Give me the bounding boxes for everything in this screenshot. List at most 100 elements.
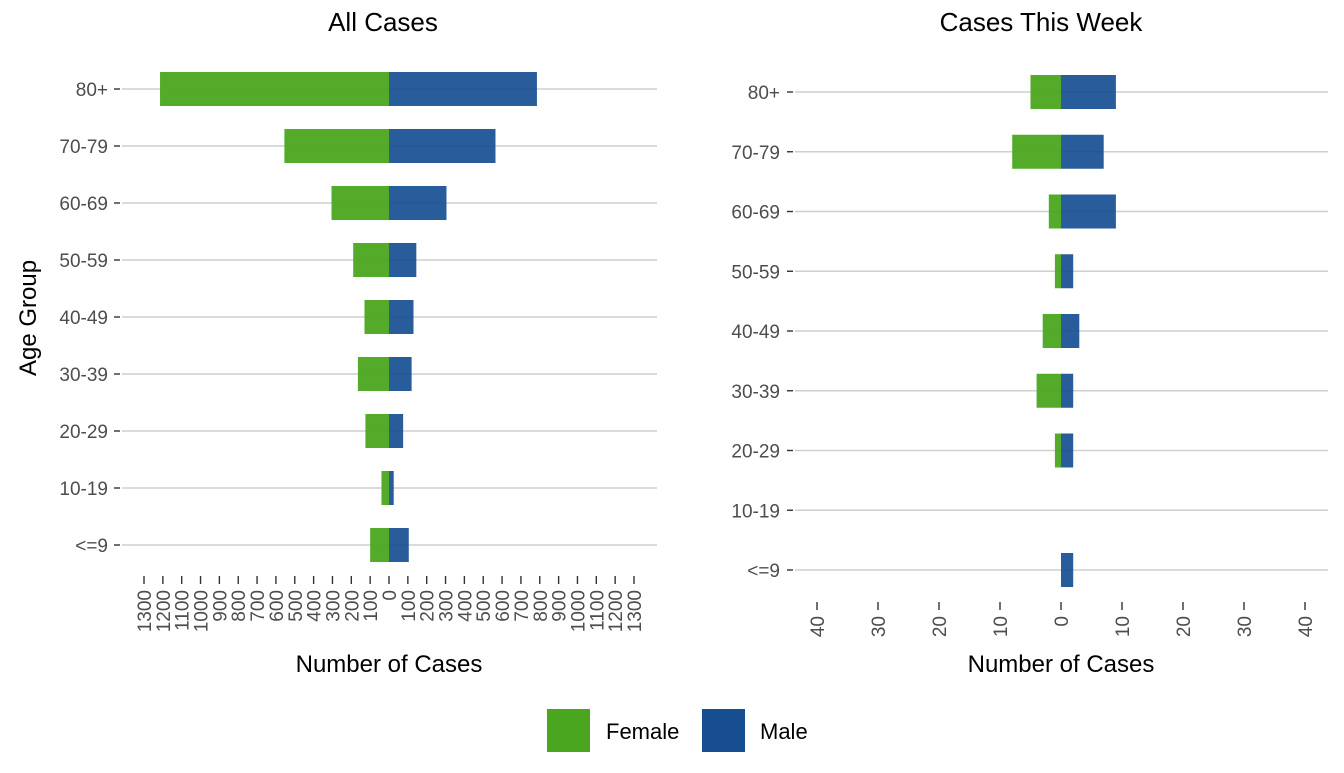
- bar-male: [1061, 433, 1074, 468]
- x-tick-label: 1000: [568, 590, 589, 632]
- x-tick-label: 1200: [154, 590, 175, 632]
- x-tick-label: 600: [267, 590, 288, 622]
- chart-title: Cases This Week: [940, 7, 1144, 37]
- x-tick-label: 600: [493, 590, 514, 622]
- bar-female: [370, 528, 389, 562]
- bar-female: [1012, 134, 1061, 169]
- y-tick-label: 70-79: [731, 143, 780, 164]
- bar-female: [364, 300, 389, 334]
- x-tick-label: 800: [229, 590, 250, 622]
- x-axis-title: Number of Cases: [296, 651, 483, 678]
- y-tick-label: <=9: [75, 536, 108, 557]
- bar-female: [353, 243, 389, 277]
- y-tick-label: 60-69: [59, 194, 108, 215]
- legend-label-male: Male: [760, 719, 808, 744]
- x-tick-label: 10: [991, 616, 1012, 637]
- legend-key-female: [547, 709, 590, 752]
- y-tick-label: 80+: [748, 83, 780, 104]
- x-tick-label: 500: [286, 590, 307, 622]
- bar-female: [1042, 314, 1061, 348]
- bar-male: [389, 414, 404, 448]
- y-axis-title: Age Group: [15, 260, 42, 376]
- bar-female: [1030, 75, 1061, 109]
- y-tick-label: 30-39: [59, 365, 108, 386]
- y-tick-label: 60-69: [731, 203, 780, 224]
- bar-male: [1061, 194, 1116, 229]
- y-tick-label: 10-19: [59, 479, 108, 500]
- x-tick-label: 1100: [587, 590, 608, 631]
- x-tick-label: 100: [399, 590, 420, 622]
- bar-male: [1061, 75, 1116, 109]
- y-tick-label: 70-79: [59, 137, 108, 158]
- bar-male: [389, 357, 412, 391]
- x-tick-label: 0: [1052, 616, 1073, 627]
- y-tick-label: 40-49: [59, 308, 108, 329]
- legend-label-female: Female: [606, 719, 679, 744]
- x-axis-title: Number of Cases: [968, 651, 1155, 678]
- x-tick-label: 20: [930, 616, 951, 637]
- bar-female: [1048, 194, 1061, 229]
- x-tick-label: 400: [455, 590, 476, 622]
- bar-male: [389, 186, 447, 220]
- chart-title: All Cases: [328, 7, 438, 37]
- bar-female: [357, 357, 389, 391]
- bar-male: [389, 528, 409, 562]
- x-tick-label: 10: [1113, 616, 1134, 637]
- x-tick-label: 0: [380, 590, 401, 601]
- x-tick-label: 300: [437, 590, 458, 622]
- x-tick-label: 400: [305, 590, 326, 622]
- x-tick-label: 500: [474, 590, 495, 622]
- x-tick-label: 1100: [173, 590, 194, 631]
- x-tick-label: 40: [808, 616, 829, 637]
- y-tick-label: 40-49: [731, 322, 780, 343]
- bar-male: [1061, 373, 1074, 408]
- bar-male: [389, 300, 414, 334]
- x-tick-label: 300: [323, 590, 344, 622]
- x-tick-label: 700: [248, 590, 269, 622]
- x-tick-label: 30: [1235, 616, 1256, 637]
- bar-male: [389, 471, 394, 505]
- bar-male: [389, 243, 417, 277]
- x-tick-label: 200: [342, 590, 363, 622]
- x-tick-label: 30: [869, 616, 890, 637]
- legend-key-male: [702, 709, 745, 752]
- bar-female: [160, 72, 389, 106]
- bar-female: [1054, 254, 1061, 289]
- y-tick-label: 10-19: [731, 501, 780, 522]
- x-tick-label: 800: [531, 590, 552, 622]
- y-tick-label: 30-39: [731, 382, 780, 403]
- bar-male: [389, 129, 496, 163]
- x-tick-label: 900: [210, 590, 231, 622]
- bar-female: [331, 186, 389, 220]
- x-tick-label: 100: [361, 590, 382, 622]
- y-tick-label: <=9: [747, 561, 780, 582]
- x-tick-label: 1200: [606, 590, 627, 632]
- bar-male: [1061, 254, 1074, 289]
- bar-female: [1036, 373, 1061, 408]
- x-tick-label: 1300: [135, 590, 156, 632]
- y-tick-label: 20-29: [731, 442, 780, 463]
- bar-female: [284, 129, 389, 163]
- x-tick-label: 1300: [625, 590, 646, 632]
- y-tick-label: 50-59: [731, 262, 780, 283]
- bar-male: [389, 72, 537, 106]
- bar-female: [1054, 433, 1061, 468]
- bar-male: [1061, 553, 1074, 587]
- y-tick-label: 50-59: [59, 251, 108, 272]
- x-tick-label: 900: [550, 590, 571, 622]
- bar-male: [1061, 314, 1080, 348]
- legend: Female Male: [547, 709, 808, 752]
- x-tick-label: 200: [418, 590, 439, 622]
- x-tick-label: 40: [1296, 616, 1317, 637]
- y-tick-label: 20-29: [59, 422, 108, 443]
- bar-female: [365, 414, 389, 448]
- panel-cases-this-week: Cases This Week 80+ 70-79 60-69 50-59 40-49 30…: [731, 7, 1328, 678]
- x-tick-label: 20: [1174, 616, 1195, 637]
- x-tick-label: 700: [512, 590, 533, 622]
- bar-male: [1061, 134, 1104, 169]
- bar-female: [381, 471, 389, 505]
- y-tick-label: 80+: [76, 80, 108, 101]
- panel-all-cases: All Cases Age Group 80+ 70-79 60-69 50-59 40-4…: [15, 7, 657, 678]
